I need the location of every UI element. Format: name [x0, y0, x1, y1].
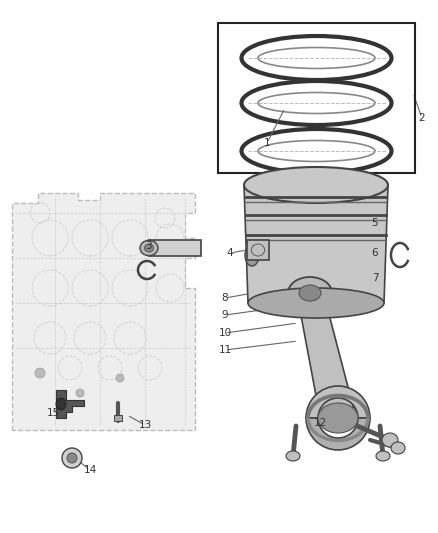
Polygon shape [297, 290, 355, 422]
Ellipse shape [376, 451, 390, 461]
Ellipse shape [140, 240, 158, 256]
Ellipse shape [318, 403, 358, 433]
Text: 12: 12 [313, 418, 327, 428]
Ellipse shape [286, 451, 300, 461]
Text: 3: 3 [145, 241, 151, 251]
Ellipse shape [391, 442, 405, 454]
Ellipse shape [145, 244, 153, 252]
Ellipse shape [248, 288, 384, 318]
Bar [247, 240, 269, 260]
Polygon shape [244, 185, 388, 303]
Text: 10: 10 [219, 328, 232, 338]
Text: 9: 9 [222, 310, 228, 320]
Ellipse shape [116, 374, 124, 382]
Bar [149, 240, 201, 256]
Text: 4: 4 [227, 248, 233, 258]
Ellipse shape [56, 398, 66, 410]
Ellipse shape [244, 167, 388, 203]
Text: 2: 2 [419, 113, 425, 123]
Ellipse shape [67, 453, 77, 463]
Ellipse shape [288, 277, 332, 309]
Text: 6: 6 [372, 248, 378, 258]
Polygon shape [12, 193, 195, 430]
Text: 1: 1 [264, 138, 270, 148]
Text: 13: 13 [138, 420, 152, 430]
Ellipse shape [245, 244, 259, 266]
Text: 14: 14 [83, 465, 97, 475]
Ellipse shape [62, 448, 82, 468]
Ellipse shape [299, 285, 321, 301]
Polygon shape [56, 390, 84, 418]
Text: 7: 7 [372, 273, 378, 283]
Text: 8: 8 [222, 293, 228, 303]
Wedge shape [306, 386, 370, 418]
Text: 15: 15 [46, 408, 60, 418]
Text: 11: 11 [219, 345, 232, 355]
Wedge shape [306, 418, 370, 450]
Ellipse shape [76, 389, 84, 397]
Bar [114, 415, 122, 421]
Bar [218, 23, 415, 173]
Text: 5: 5 [372, 218, 378, 228]
Ellipse shape [382, 433, 398, 447]
Ellipse shape [35, 368, 45, 378]
